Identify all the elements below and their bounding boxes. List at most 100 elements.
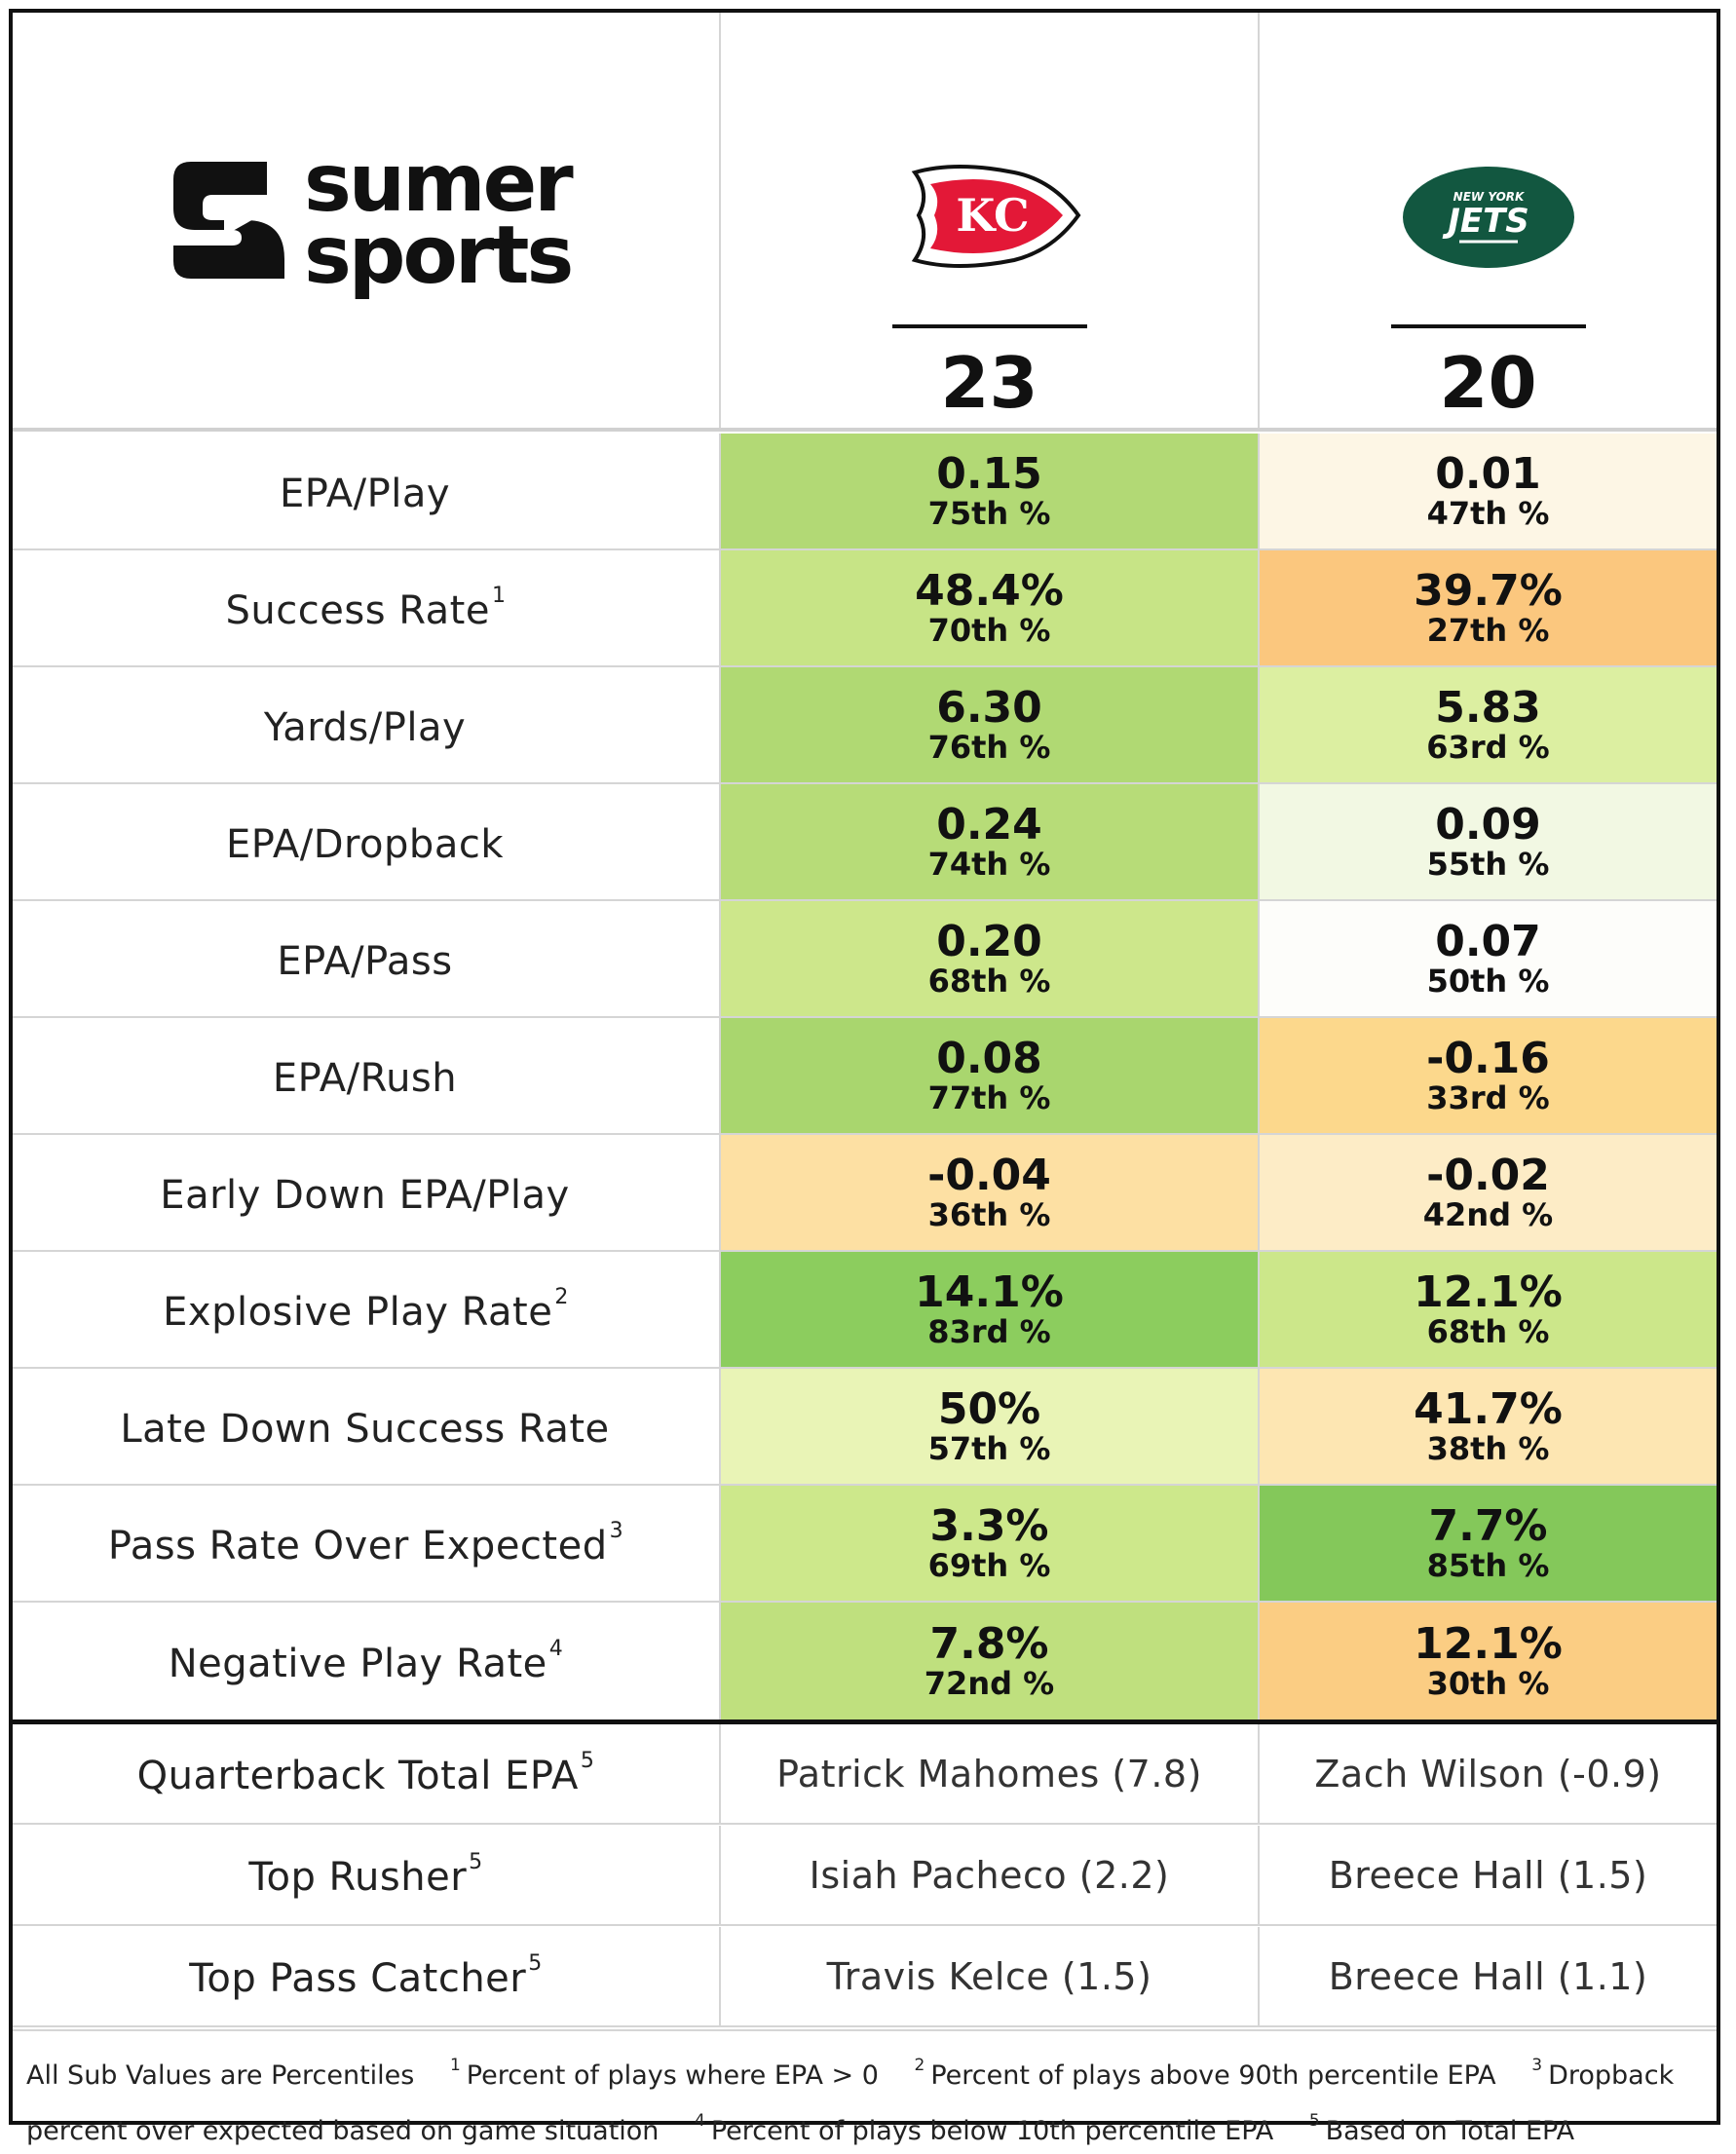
away-metric-percentile: 33rd %	[1426, 1079, 1550, 1116]
home-metric-value: 50%	[937, 1384, 1041, 1434]
metric-label-cell: EPA/Pass	[13, 901, 721, 1018]
player-label-cell: Quarterback Total EPA5	[13, 1724, 721, 1825]
home-metric-value: 0.20	[936, 917, 1042, 966]
metric-label-cell: Yards/Play	[13, 667, 721, 784]
home-metric-cell: 48.4% 70th %	[721, 550, 1260, 667]
metric-label-cell: Late Down Success Rate	[13, 1369, 721, 1486]
away-score-underline	[1390, 324, 1586, 328]
footnote-3-marker: 3	[1531, 2056, 1543, 2075]
footnote-4: Percent of plays below 10th percentile E…	[710, 2116, 1274, 2146]
metric-row: Negative Play Rate4 7.8% 72nd % 12.1% 30th %	[13, 1603, 1717, 1719]
home-player-cell: Isiah Pacheco (2.2)	[721, 1826, 1260, 1926]
metric-row: Explosive Play Rate2 14.1% 83rd % 12.1% 68th…	[13, 1252, 1717, 1369]
away-metric-cell: 7.7% 85th %	[1260, 1486, 1717, 1603]
player-label-cell: Top Pass Catcher5	[13, 1927, 721, 2027]
metric-row: EPA/Pass 0.20 68th % 0.07 50th %	[13, 901, 1717, 1018]
metric-row: Success Rate1 48.4% 70th % 39.7% 27th %	[13, 550, 1717, 667]
away-metric-cell: 5.83 63rd %	[1260, 667, 1717, 784]
chiefs-arrowhead-icon: KC	[911, 165, 1080, 268]
away-metric-percentile: 30th %	[1426, 1665, 1550, 1702]
chiefs-logo-text: KC	[956, 189, 1029, 242]
metric-label-cell: Explosive Play Rate2	[13, 1252, 721, 1369]
away-player-cell: Breece Hall (1.1)	[1260, 1927, 1717, 2027]
player-row: Top Pass Catcher5 Travis Kelce (1.5) Breec…	[13, 1927, 1717, 2027]
footnote-marker: 2	[554, 1284, 569, 1309]
metric-label: EPA/Play	[280, 467, 452, 516]
away-metric-value: 41.7%	[1414, 1384, 1563, 1434]
footnote-2: Percent of plays above 90th percentile E…	[930, 2060, 1496, 2091]
home-player-name: Isiah Pacheco (2.2)	[809, 1853, 1170, 1897]
home-metric-cell: 0.15 75th %	[721, 434, 1260, 550]
home-metric-cell: 0.20 68th %	[721, 901, 1260, 1018]
metric-label-text: Negative Play Rate	[168, 1641, 547, 1686]
away-metric-value: 12.1%	[1414, 1619, 1563, 1669]
home-metric-value: 6.30	[936, 683, 1042, 733]
away-score: 20	[1439, 342, 1537, 424]
footnote-marker: 5	[580, 1749, 595, 1773]
home-player-name: Patrick Mahomes (7.8)	[776, 1752, 1202, 1795]
home-metric-percentile: 70th %	[927, 612, 1051, 649]
away-metric-percentile: 27th %	[1426, 612, 1550, 649]
sumer-sports-logo-mark	[173, 162, 284, 279]
away-metric-value: -0.02	[1426, 1151, 1550, 1200]
chiefs-logo: KC	[897, 139, 1082, 295]
away-metric-cell: 12.1% 30th %	[1260, 1603, 1717, 1719]
metric-label: Yards/Play	[264, 700, 468, 750]
away-metric-percentile: 47th %	[1426, 495, 1550, 532]
home-metric-percentile: 76th %	[927, 729, 1051, 766]
home-metric-cell: 7.8% 72nd %	[721, 1603, 1260, 1719]
player-label-text: Top Pass Catcher	[189, 1956, 527, 2001]
home-metric-cell: 0.24 74th %	[721, 784, 1260, 901]
away-metric-value: 39.7%	[1414, 566, 1563, 616]
stats-card: sumer sports KC 23	[9, 9, 1720, 2146]
home-metric-value: 14.1%	[915, 1267, 1064, 1317]
metric-label-text: EPA/Pass	[277, 938, 453, 984]
away-metric-percentile: 63rd %	[1426, 729, 1550, 766]
footnote-2-marker: 2	[914, 2056, 925, 2075]
away-player-cell: Zach Wilson (-0.9)	[1260, 1724, 1717, 1825]
footnote-4-marker: 4	[695, 2111, 705, 2131]
metric-label-text: Yards/Play	[263, 704, 467, 750]
home-metric-percentile: 69th %	[927, 1547, 1051, 1584]
metric-label: Negative Play Rate4	[169, 1637, 564, 1686]
home-metric-cell: -0.04 36th %	[721, 1135, 1260, 1252]
home-metric-percentile: 77th %	[927, 1079, 1051, 1116]
footnote-1: Percent of plays where EPA > 0	[466, 2060, 879, 2091]
away-metric-value: 0.09	[1435, 800, 1541, 850]
metric-row: Early Down EPA/Play -0.04 36th % -0.02 42nd …	[13, 1135, 1717, 1252]
away-metric-percentile: 38th %	[1426, 1430, 1550, 1467]
metric-label: Pass Rate Over Expected3	[108, 1519, 623, 1568]
footnote-marker: 5	[469, 1850, 483, 1874]
home-metric-percentile: 68th %	[927, 963, 1051, 1000]
home-player-cell: Patrick Mahomes (7.8)	[721, 1724, 1260, 1825]
header-row: sumer sports KC 23	[13, 13, 1717, 432]
metric-label-cell: EPA/Play	[13, 434, 721, 550]
home-player-cell: Travis Kelce (1.5)	[721, 1927, 1260, 2027]
away-metric-percentile: 85th %	[1426, 1547, 1550, 1584]
footnote-sub-values: All Sub Values are Percentiles	[26, 2060, 415, 2091]
home-player-name: Travis Kelce (1.5)	[826, 1954, 1152, 1998]
section-divider	[13, 1719, 1717, 1724]
player-label-cell: Top Rusher5	[13, 1826, 721, 1926]
metric-label-cell: EPA/Dropback	[13, 784, 721, 901]
metric-row: Pass Rate Over Expected3 3.3% 69th % 7.7% 85…	[13, 1486, 1717, 1603]
metric-row: Yards/Play 6.30 76th % 5.83 63rd %	[13, 667, 1717, 784]
jets-logo-subtext: NEW YORK	[1453, 190, 1525, 204]
home-metric-percentile: 83rd %	[927, 1313, 1051, 1350]
away-metric-percentile: 42nd %	[1422, 1196, 1554, 1233]
away-player-cell: Breece Hall (1.5)	[1260, 1826, 1717, 1926]
metric-label: EPA/Rush	[273, 1051, 459, 1101]
metric-row: Late Down Success Rate 50% 57th % 41.7% 38th…	[13, 1369, 1717, 1486]
metric-label: Early Down EPA/Play	[160, 1168, 571, 1218]
home-metric-percentile: 57th %	[927, 1430, 1051, 1467]
player-row: Top Rusher5 Isiah Pacheco (2.2) Breece Hal…	[13, 1826, 1717, 1926]
home-team-cell: KC 23	[721, 13, 1260, 428]
metric-row: EPA/Dropback 0.24 74th % 0.09 55th %	[13, 784, 1717, 901]
footnote-marker: 4	[548, 1636, 564, 1661]
footnote-marker: 1	[491, 583, 507, 608]
metric-label-text: EPA/Dropback	[226, 821, 504, 867]
metric-label: Late Down Success Rate	[120, 1402, 611, 1452]
away-metric-value: -0.16	[1426, 1034, 1550, 1083]
player-label: Quarterback Total EPA5	[137, 1749, 595, 1798]
player-label: Top Pass Catcher5	[189, 1951, 542, 2001]
